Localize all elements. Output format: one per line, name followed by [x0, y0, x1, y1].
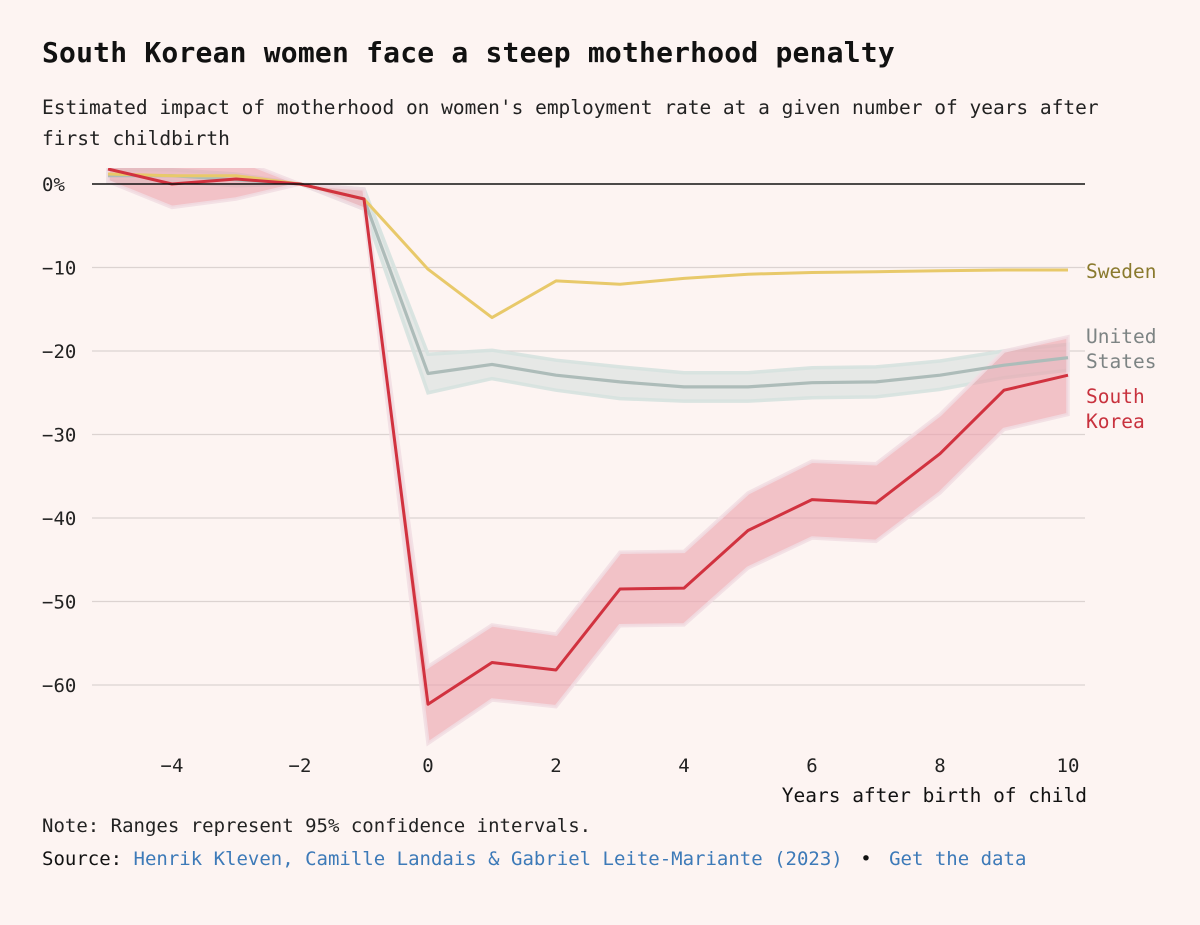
- get-data-link[interactable]: Get the data: [889, 848, 1027, 870]
- y-tick-label: −20: [42, 341, 76, 363]
- source-label: Source:: [42, 848, 123, 870]
- y-tick-label: −50: [42, 592, 76, 614]
- series-label-sweden: Sweden: [1086, 260, 1156, 283]
- source-link[interactable]: Henrik Kleven, Camille Landais & Gabriel…: [133, 848, 843, 870]
- chart-title: South Korean women face a steep motherho…: [42, 36, 895, 69]
- x-tick-label: 2: [550, 755, 561, 777]
- x-axis-title: Years after birth of child: [782, 784, 1087, 807]
- us-ci-band: [106, 168, 1070, 403]
- south-korea-ci-band: [106, 168, 1070, 747]
- sweden-line: [107, 172, 1068, 320]
- series-label-south-korea: South: [1086, 385, 1145, 408]
- x-tick-label: 4: [678, 755, 689, 777]
- y-tick-label: −30: [42, 425, 76, 447]
- x-tick-label: −4: [161, 755, 184, 777]
- y-tick-label: −10: [42, 258, 76, 280]
- x-tick-label: 10: [1057, 755, 1080, 777]
- chart-source: Source: Henrik Kleven, Camille Landais &…: [42, 848, 1026, 870]
- y-tick-label: −40: [42, 508, 76, 530]
- x-tick-label: 0: [422, 755, 433, 777]
- chart-subtitle: Estimated impact of motherhood on women'…: [42, 96, 1099, 150]
- x-tick-label: −2: [289, 755, 312, 777]
- south-korea-line: [107, 168, 1069, 706]
- chart-note: Note: Ranges represent 95% confidence in…: [42, 815, 592, 837]
- series-label-south-korea: Korea: [1086, 410, 1145, 433]
- plot-area: [106, 168, 1070, 747]
- series-label-united-states: United: [1086, 325, 1156, 348]
- source-separator: •: [860, 848, 872, 870]
- x-tick-label: 8: [934, 755, 945, 777]
- series-label-united-states: States: [1086, 350, 1156, 373]
- x-tick-label: 6: [806, 755, 817, 777]
- y-tick-label: −60: [42, 675, 76, 697]
- y-tick-label: 0%: [42, 174, 65, 196]
